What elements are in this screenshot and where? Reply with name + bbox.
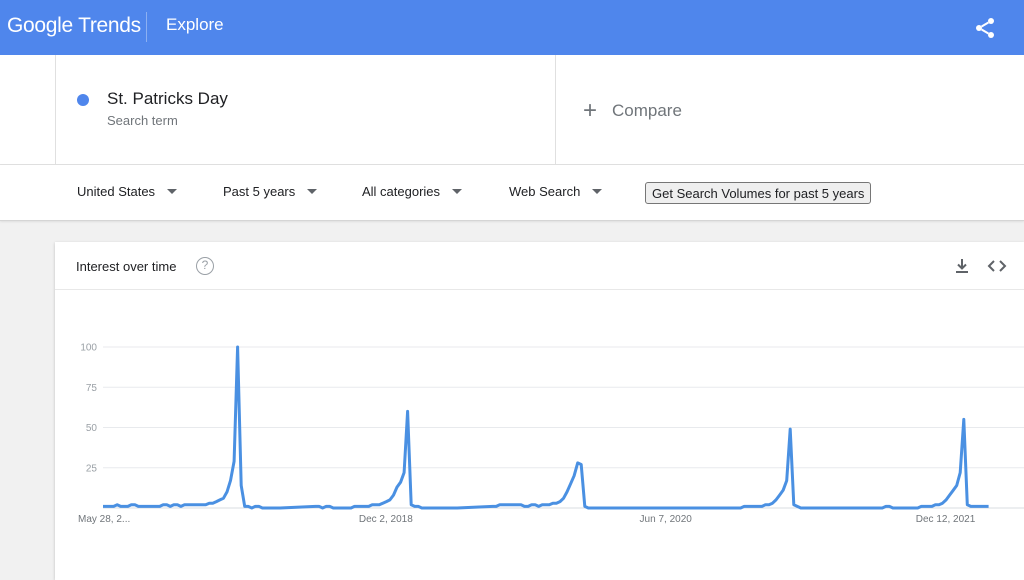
- term-color-dot: [77, 94, 89, 106]
- x-tick-label: Jun 7, 2020: [640, 514, 693, 525]
- interest-over-time-card: Interest over time ? 25 50 75 100 May 28, 2…: [55, 242, 1024, 580]
- interest-chart: 25 50 75 100 May 28, 2... Dec 2, 2018 Jun 7, …: [55, 290, 1024, 580]
- page-title: Explore: [166, 15, 224, 34]
- search-term-name: St. Patricks Day: [107, 89, 228, 108]
- search-term-card[interactable]: St. Patricks Day Search term: [55, 55, 556, 165]
- help-icon[interactable]: ?: [196, 257, 214, 275]
- chevron-down-icon: [452, 189, 463, 194]
- y-tick-label: 100: [80, 343, 97, 354]
- y-tick-label: 25: [86, 463, 98, 474]
- chevron-down-icon: [592, 189, 603, 194]
- category-label: All categories: [362, 184, 441, 199]
- chevron-down-icon: [307, 189, 318, 194]
- card-header: Interest over time ?: [55, 242, 1024, 290]
- search-type-label: Web Search: [509, 184, 581, 199]
- search-terms-bar: St. Patricks Day Search term + Compare: [0, 55, 1024, 165]
- filter-bar: United States Past 5 years All categorie…: [0, 165, 1024, 221]
- y-tick-label: 75: [86, 383, 98, 394]
- chart-svg: 25 50 75 100 May 28, 2... Dec 2, 2018 Jun 7, …: [78, 343, 1024, 525]
- search-term-subtitle: Search term: [107, 113, 178, 128]
- category-dropdown[interactable]: All categories: [362, 184, 463, 199]
- y-tick-label: 50: [86, 423, 98, 434]
- x-tick-label: Dec 12, 2021: [916, 514, 976, 525]
- google-trends-logo[interactable]: Google Trends: [7, 14, 141, 37]
- compare-label: Compare: [612, 101, 682, 120]
- download-icon[interactable]: [953, 257, 971, 275]
- region-dropdown[interactable]: United States: [77, 184, 178, 199]
- compare-button[interactable]: + Compare: [580, 99, 682, 123]
- x-tick-label: May 28, 2...: [78, 514, 130, 525]
- series-line[interactable]: [103, 345, 989, 510]
- card-title: Interest over time: [76, 259, 177, 274]
- app-bar: Google Trends Explore: [0, 0, 1024, 55]
- period-label: Past 5 years: [223, 184, 296, 199]
- share-icon[interactable]: [973, 16, 997, 40]
- header-divider: [146, 12, 147, 42]
- x-tick-label: Dec 2, 2018: [359, 514, 413, 525]
- get-search-volumes-button[interactable]: Get Search Volumes for past 5 years: [645, 182, 872, 204]
- plus-icon: +: [582, 97, 597, 124]
- embed-code-icon[interactable]: [987, 257, 1007, 275]
- chevron-down-icon: [167, 189, 178, 194]
- search-type-dropdown[interactable]: Web Search: [509, 184, 603, 199]
- region-label: United States: [77, 184, 156, 199]
- period-dropdown[interactable]: Past 5 years: [223, 184, 318, 199]
